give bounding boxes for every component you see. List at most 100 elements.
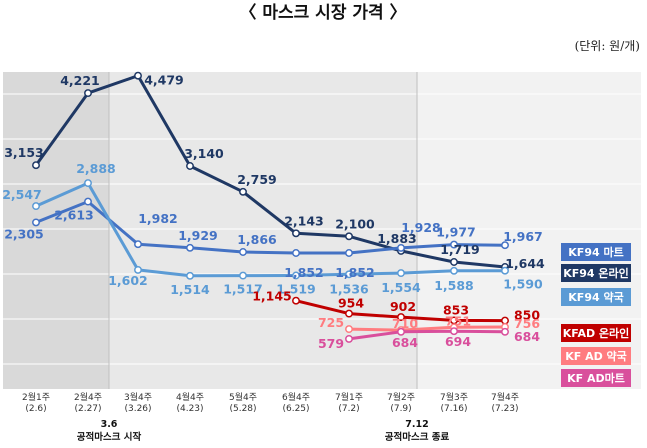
data-point xyxy=(292,296,300,305)
data-label: 2,143 xyxy=(284,213,324,228)
data-point xyxy=(501,327,509,336)
x-tick-label: 2월1주 (2.6) xyxy=(22,391,50,414)
data-label: 756 xyxy=(514,316,540,331)
data-label: 1,929 xyxy=(178,228,218,243)
x-tick-label: 7월1주 (7.2) xyxy=(335,391,363,414)
data-point xyxy=(450,240,458,249)
series-1 xyxy=(32,71,509,271)
data-label: 1,852 xyxy=(335,265,375,280)
data-label: 902 xyxy=(390,299,416,314)
data-label: 684 xyxy=(514,329,540,344)
data-point xyxy=(32,218,40,227)
data-label: 2,888 xyxy=(76,161,116,176)
data-point xyxy=(345,249,353,257)
data-point xyxy=(397,327,405,336)
data-label: 710 xyxy=(392,316,418,331)
legend-item: KF94 온라인 xyxy=(561,264,631,282)
data-label: 1,588 xyxy=(434,278,474,293)
chart-title: 〈 마스크 시장 가격 〉 xyxy=(239,2,406,23)
data-label: 725 xyxy=(318,315,344,330)
legend-item: KFAD 온라인 xyxy=(561,324,631,342)
x-tick-label: 4월4주 (4.23) xyxy=(176,391,204,414)
series-4 xyxy=(292,296,509,325)
data-point xyxy=(292,229,300,238)
x-axis: 2월1주 (2.6) 2월4주 (2.27) 3월4주 (3.26) 4월4주 (4.23) 5… xyxy=(22,391,519,414)
data-label: 1,517 xyxy=(223,282,263,297)
data-label: 1,145 xyxy=(252,289,292,304)
legend-swatch xyxy=(561,369,631,387)
data-point xyxy=(501,241,509,250)
x-tick-label: 7월3주 (7.16) xyxy=(440,391,468,414)
series-line xyxy=(35,200,506,255)
data-point xyxy=(345,270,353,279)
legend-swatch xyxy=(561,264,631,282)
data-label: 1,719 xyxy=(440,242,480,257)
series-line xyxy=(348,325,506,332)
data-label: 1,554 xyxy=(381,280,421,295)
data-label: 2,100 xyxy=(335,216,375,231)
data-point xyxy=(32,202,40,211)
x-tick-label: 2월4주 (2.27) xyxy=(74,391,102,414)
data-label: 684 xyxy=(392,335,418,350)
annotation-date: 7.12 xyxy=(405,419,428,430)
data-label: 1,644 xyxy=(505,256,545,271)
data-label: 850 xyxy=(514,308,540,323)
legend-label: KF94 약국 xyxy=(568,290,623,304)
data-label: 1,602 xyxy=(108,273,148,288)
data-label: 3,153 xyxy=(4,145,44,160)
data-label: 579 xyxy=(318,336,344,351)
series-line xyxy=(348,329,506,341)
data-point xyxy=(501,266,509,275)
data-point xyxy=(397,313,405,322)
data-label: 2,305 xyxy=(4,226,44,241)
data-point xyxy=(32,161,40,170)
data-label: 1,590 xyxy=(503,277,543,292)
data-label: 3,140 xyxy=(184,146,224,161)
data-point xyxy=(186,243,194,252)
data-point xyxy=(186,271,194,280)
data-point xyxy=(239,248,247,256)
unit-label: (단위: 원/개) xyxy=(575,39,640,53)
data-point xyxy=(450,266,458,275)
legend-label: KF AD마트 xyxy=(567,371,625,385)
annotation-date: 3.6 xyxy=(101,419,118,430)
data-point xyxy=(186,162,194,170)
legend-item: KF94 약국 xyxy=(561,288,631,306)
data-label: 853 xyxy=(443,302,469,317)
data-label: 1,519 xyxy=(276,282,316,297)
data-point xyxy=(501,316,509,325)
legend: KF94 마트 KF94 온라인 KF94 약국 KFAD 온라인 KF AD 약국 KF… xyxy=(561,243,631,387)
legend-label: KFAD 온라인 xyxy=(563,326,630,340)
data-point xyxy=(450,258,458,266)
annotation-text: 공적마스크 시작 xyxy=(77,431,142,443)
data-point xyxy=(292,271,300,280)
data-point xyxy=(84,89,92,98)
data-point xyxy=(345,232,353,241)
data-label: 1,928 xyxy=(401,220,441,235)
data-point xyxy=(450,327,458,336)
data-label: 1,536 xyxy=(329,281,369,296)
shaded-region-early xyxy=(3,72,109,389)
data-point xyxy=(84,179,92,188)
period-dividers xyxy=(108,72,418,389)
data-label: 4,479 xyxy=(144,73,184,88)
series-2 xyxy=(32,197,509,257)
data-point xyxy=(134,71,142,80)
legend-swatch xyxy=(561,347,631,365)
legend-item: KF94 마트 xyxy=(561,243,631,261)
data-label-layer: 3,153 4,221 4,479 3,140 2,759 2,143 2,1001,883… xyxy=(2,73,545,351)
legend-swatch xyxy=(561,243,631,261)
data-label: 1,977 xyxy=(436,225,476,240)
legend-swatch xyxy=(561,324,631,342)
x-tick-label: 6월4주 (6.25) xyxy=(282,391,310,414)
data-point xyxy=(134,265,142,274)
data-label: 1,967 xyxy=(503,229,543,244)
data-point xyxy=(345,309,353,318)
x-tick-label: 5월4주 (5.28) xyxy=(229,391,257,414)
legend-item: KF AD마트 xyxy=(561,369,631,387)
data-point xyxy=(345,325,353,334)
data-label: 2,759 xyxy=(237,172,277,187)
data-label: 1,866 xyxy=(237,232,277,247)
series-line xyxy=(35,181,506,278)
